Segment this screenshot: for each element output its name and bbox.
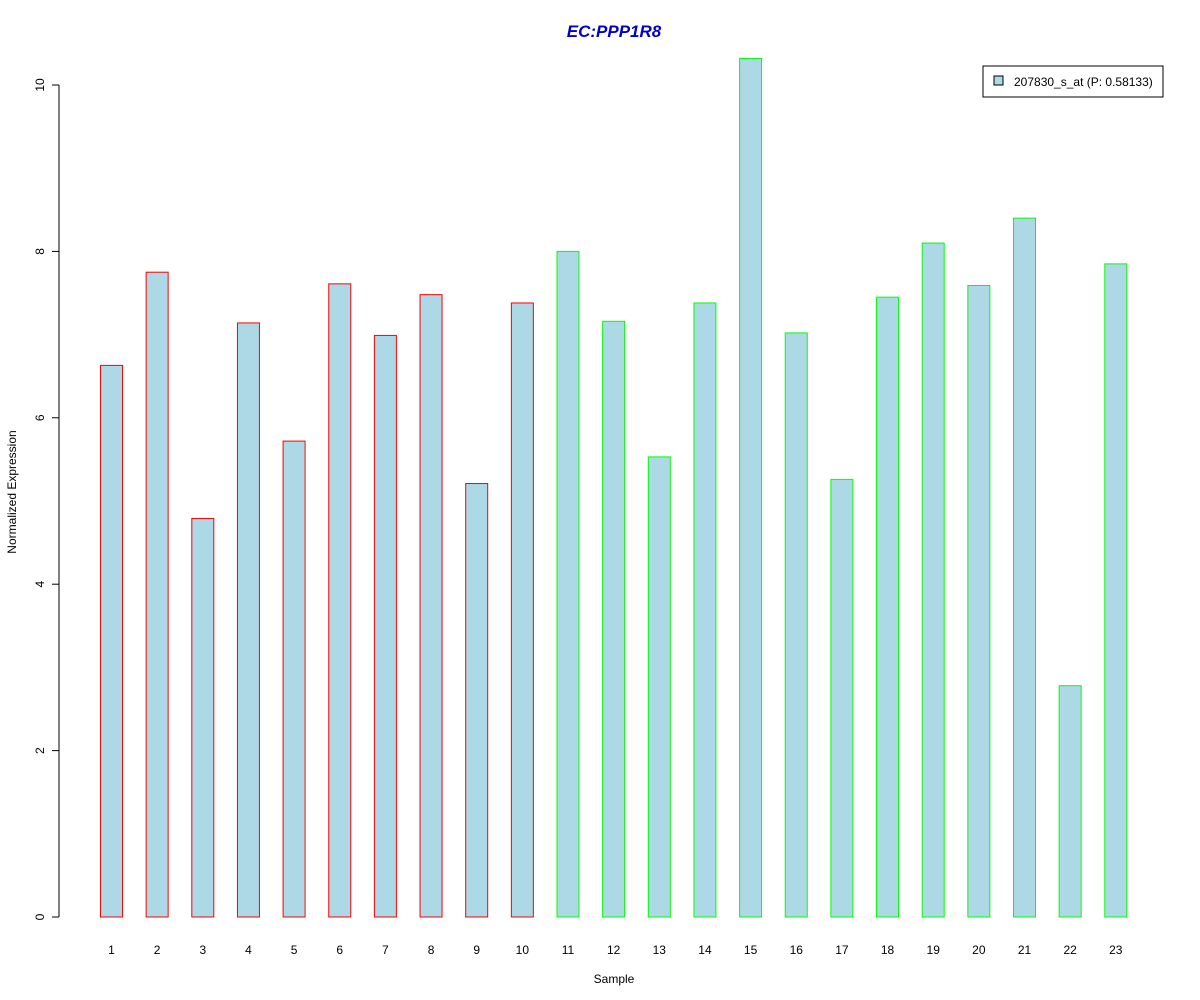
bar-sample-11 bbox=[556, 250, 580, 918]
y-axis: 0 2 4 6 8 10 bbox=[33, 78, 60, 920]
x-tick-label: 14 bbox=[698, 943, 712, 957]
legend-label: 207830_s_at (P: 0.58133) bbox=[1014, 75, 1153, 89]
bar-sample-23 bbox=[1104, 263, 1128, 918]
bar-sample-6 bbox=[328, 283, 352, 918]
bar-sample-4 bbox=[236, 322, 260, 918]
y-tick-label: 4 bbox=[33, 581, 47, 588]
x-tick-label: 3 bbox=[199, 943, 206, 957]
y-axis-title: Normalized Expression bbox=[5, 430, 19, 553]
x-tick-label: 5 bbox=[291, 943, 298, 957]
bar-sample-10 bbox=[510, 302, 534, 918]
bar-sample-15 bbox=[739, 57, 763, 918]
x-tick-label: 22 bbox=[1063, 943, 1077, 957]
bar-sample-3 bbox=[191, 517, 215, 918]
x-tick-label: 15 bbox=[744, 943, 758, 957]
x-tick-label: 17 bbox=[835, 943, 849, 957]
x-tick-label: 13 bbox=[653, 943, 667, 957]
x-tick-label: 9 bbox=[473, 943, 480, 957]
bar-sample-16 bbox=[784, 332, 808, 918]
bar-sample-8 bbox=[419, 294, 443, 918]
y-tick-label: 0 bbox=[33, 913, 47, 920]
bar-sample-21 bbox=[1013, 217, 1036, 918]
x-tick-label: 7 bbox=[382, 943, 389, 957]
x-tick-labels: 1 2 3 4 5 6 7 8 9 10 11 12 13 14 15 16 17 18 19 20 21 22 23 bbox=[108, 943, 1123, 957]
x-tick-label: 4 bbox=[245, 943, 252, 957]
bar-sample-1 bbox=[100, 364, 123, 918]
chart-title: EC:PPP1R8 bbox=[567, 22, 662, 41]
bar-sample-7 bbox=[373, 334, 397, 918]
legend-box bbox=[982, 65, 1164, 98]
x-tick-label: 11 bbox=[562, 943, 575, 957]
x-tick-label: 2 bbox=[154, 943, 161, 957]
x-tick-label: 8 bbox=[428, 943, 435, 957]
bar-sample-5 bbox=[282, 440, 306, 918]
x-tick-label: 6 bbox=[336, 943, 343, 957]
legend-swatch bbox=[993, 75, 1004, 86]
bar-sample-13 bbox=[647, 456, 671, 918]
x-tick-label: 21 bbox=[1018, 943, 1032, 957]
legend: 207830_s_at (P: 0.58133) bbox=[982, 65, 1164, 98]
bars bbox=[100, 57, 1128, 918]
bar-sample-2 bbox=[145, 271, 169, 918]
x-tick-label: 23 bbox=[1109, 943, 1123, 957]
bar-sample-20 bbox=[967, 285, 991, 918]
bar-sample-22 bbox=[1058, 685, 1082, 918]
x-tick-label: 16 bbox=[790, 943, 804, 957]
bar-sample-17 bbox=[830, 478, 854, 918]
y-tick-label: 10 bbox=[33, 78, 47, 92]
x-axis-title: Sample bbox=[594, 972, 635, 986]
bar-sample-9 bbox=[465, 483, 489, 918]
y-tick-label: 2 bbox=[33, 747, 47, 754]
x-tick-label: 1 bbox=[108, 943, 115, 957]
x-tick-label: 10 bbox=[516, 943, 530, 957]
x-tick-label: 18 bbox=[881, 943, 895, 957]
bar-sample-14 bbox=[693, 302, 717, 918]
bar-sample-19 bbox=[921, 242, 945, 918]
x-tick-label: 19 bbox=[927, 943, 941, 957]
y-tick-label: 6 bbox=[33, 414, 47, 421]
bar-sample-12 bbox=[602, 320, 626, 918]
y-tick-label: 8 bbox=[33, 248, 47, 255]
x-tick-label: 20 bbox=[972, 943, 986, 957]
bar-sample-18 bbox=[876, 296, 900, 918]
x-tick-label: 12 bbox=[607, 943, 621, 957]
